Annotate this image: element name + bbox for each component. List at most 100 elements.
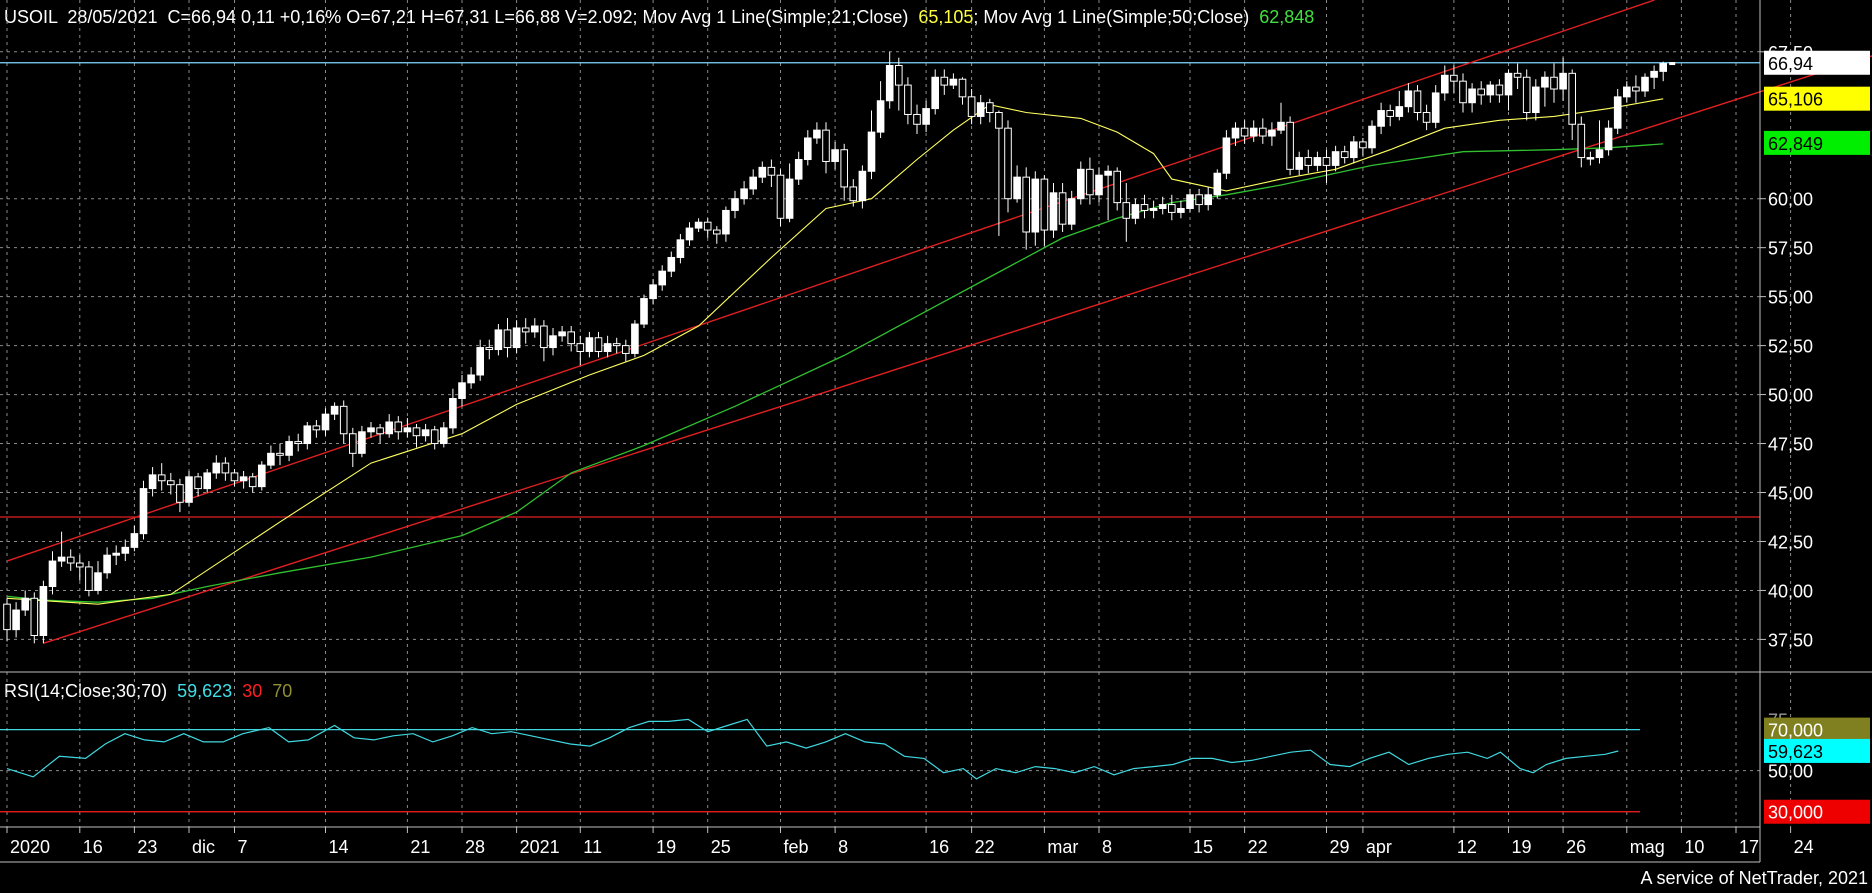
candle-bearish[interactable] [1577, 123, 1586, 159]
candle-bullish[interactable] [303, 425, 312, 445]
candle-bearish[interactable] [294, 441, 302, 445]
candle-bearish[interactable] [221, 462, 230, 474]
candle-bearish[interactable] [776, 174, 785, 219]
candle-bearish[interactable] [540, 325, 548, 349]
candle-bearish[interactable] [1386, 110, 1395, 117]
candle-bearish[interactable] [1240, 127, 1249, 137]
candle-bullish[interactable] [1104, 170, 1112, 176]
candle-bullish[interactable] [239, 476, 248, 482]
candle-bullish[interactable] [212, 462, 221, 474]
candle-bullish[interactable] [1067, 198, 1076, 225]
candle-bullish[interactable] [1268, 129, 1276, 137]
candle-bullish[interactable] [1595, 149, 1604, 159]
candle-bullish[interactable] [758, 166, 767, 178]
candle-bullish[interactable] [185, 476, 193, 503]
candle-bearish[interactable] [276, 452, 284, 456]
candle-bearish[interactable] [167, 480, 175, 486]
candle-bullish[interactable] [385, 421, 393, 435]
candle-bullish[interactable] [103, 554, 111, 574]
candle-bullish[interactable] [1313, 157, 1322, 166]
candle-bullish[interactable] [658, 270, 667, 286]
candle-bearish[interactable] [1122, 202, 1131, 219]
candle-bearish[interactable] [1259, 127, 1267, 137]
candle-bullish[interactable] [1249, 127, 1258, 137]
candle-bearish[interactable] [713, 229, 721, 235]
candle-bullish[interactable] [476, 347, 484, 376]
candle-bullish[interactable] [330, 405, 339, 415]
candle-bearish[interactable] [1477, 88, 1486, 96]
candle-bullish[interactable] [358, 431, 366, 454]
candle-bearish[interactable] [1140, 204, 1149, 211]
candle-bullish[interactable] [667, 256, 676, 272]
candle-bullish[interactable] [1604, 127, 1613, 151]
candle-bullish[interactable] [1504, 72, 1513, 96]
candle-bullish[interactable] [740, 188, 748, 200]
candle-bullish[interactable] [94, 572, 102, 591]
candle-bullish[interactable] [321, 413, 330, 431]
candle-bearish[interactable] [995, 112, 1003, 129]
candle-bullish[interactable] [1486, 84, 1495, 96]
candle-bearish[interactable] [1459, 80, 1467, 104]
candle-bullish[interactable] [1077, 168, 1085, 200]
candle-bullish[interactable] [676, 239, 685, 258]
candle-bearish[interactable] [958, 78, 967, 98]
candle-bullish[interactable] [1350, 141, 1358, 159]
candle-bullish[interactable] [1431, 92, 1440, 123]
candle-bearish[interactable] [503, 329, 512, 349]
candle-bullish[interactable] [367, 427, 375, 433]
candle-bullish[interactable] [922, 108, 930, 125]
candle-bearish[interactable] [1522, 76, 1531, 114]
candle-bearish[interactable] [85, 566, 93, 591]
candle-bullish[interactable] [785, 178, 794, 219]
candle-bearish[interactable] [1413, 90, 1422, 114]
candle-bullish[interactable] [1368, 125, 1376, 149]
candle-bullish[interactable] [804, 137, 812, 161]
candle-bearish[interactable] [485, 347, 494, 351]
candle-bullish[interactable] [48, 560, 57, 588]
candle-bearish[interactable] [430, 429, 439, 445]
candle-bearish[interactable] [849, 186, 858, 202]
candle-bearish[interactable] [1495, 84, 1504, 96]
candle-bullish[interactable] [1623, 86, 1631, 98]
candle-bearish[interactable] [30, 597, 39, 636]
candle-bullish[interactable] [467, 374, 475, 384]
candle-bearish[interactable] [576, 343, 585, 352]
candle-bullish[interactable] [1404, 90, 1413, 108]
candle-bearish[interactable] [349, 433, 357, 454]
candle-bullish[interactable] [512, 327, 521, 349]
candle-bearish[interactable] [230, 472, 239, 482]
candle-bearish[interactable] [76, 562, 84, 568]
candle-bearish[interactable] [1004, 127, 1012, 200]
candle-bullish[interactable] [631, 323, 639, 354]
candle-bullish[interactable] [1131, 204, 1140, 219]
candle-bullish[interactable] [1586, 157, 1595, 160]
candle-bearish[interactable] [840, 149, 849, 188]
candle-bullish[interactable] [1231, 127, 1240, 139]
candle-bearish[interactable] [1322, 157, 1331, 166]
candle-bullish[interactable] [203, 472, 211, 490]
candle-bearish[interactable] [1086, 168, 1094, 196]
candle-bullish[interactable] [1013, 176, 1021, 200]
candle-bearish[interactable] [913, 113, 921, 125]
candle-bearish[interactable] [1113, 170, 1122, 204]
candle-bullish[interactable] [121, 546, 130, 554]
candle-bullish[interactable] [12, 609, 20, 631]
candle-bearish[interactable] [312, 425, 321, 431]
candle-bearish[interactable] [1168, 204, 1176, 213]
candle-bearish[interactable] [986, 102, 994, 114]
candle-bullish[interactable] [21, 597, 29, 611]
candle-bearish[interactable] [622, 345, 630, 354]
candle-bullish[interactable] [1559, 72, 1567, 90]
candle-bullish[interactable] [1650, 70, 1658, 78]
candle-bullish[interactable] [585, 337, 594, 352]
candle-bullish[interactable] [1186, 194, 1194, 209]
candle-bearish[interactable] [1040, 178, 1049, 231]
candle-bullish[interactable] [749, 176, 758, 190]
candle-bullish[interactable] [1532, 86, 1540, 114]
candle-bearish[interactable] [248, 476, 257, 488]
candle-bullish[interactable] [1222, 137, 1231, 174]
candle-bullish[interactable] [112, 552, 121, 556]
candle-bullish[interactable] [403, 427, 412, 433]
candle-bearish[interactable] [1513, 72, 1522, 78]
candle-bullish[interactable] [39, 586, 48, 636]
